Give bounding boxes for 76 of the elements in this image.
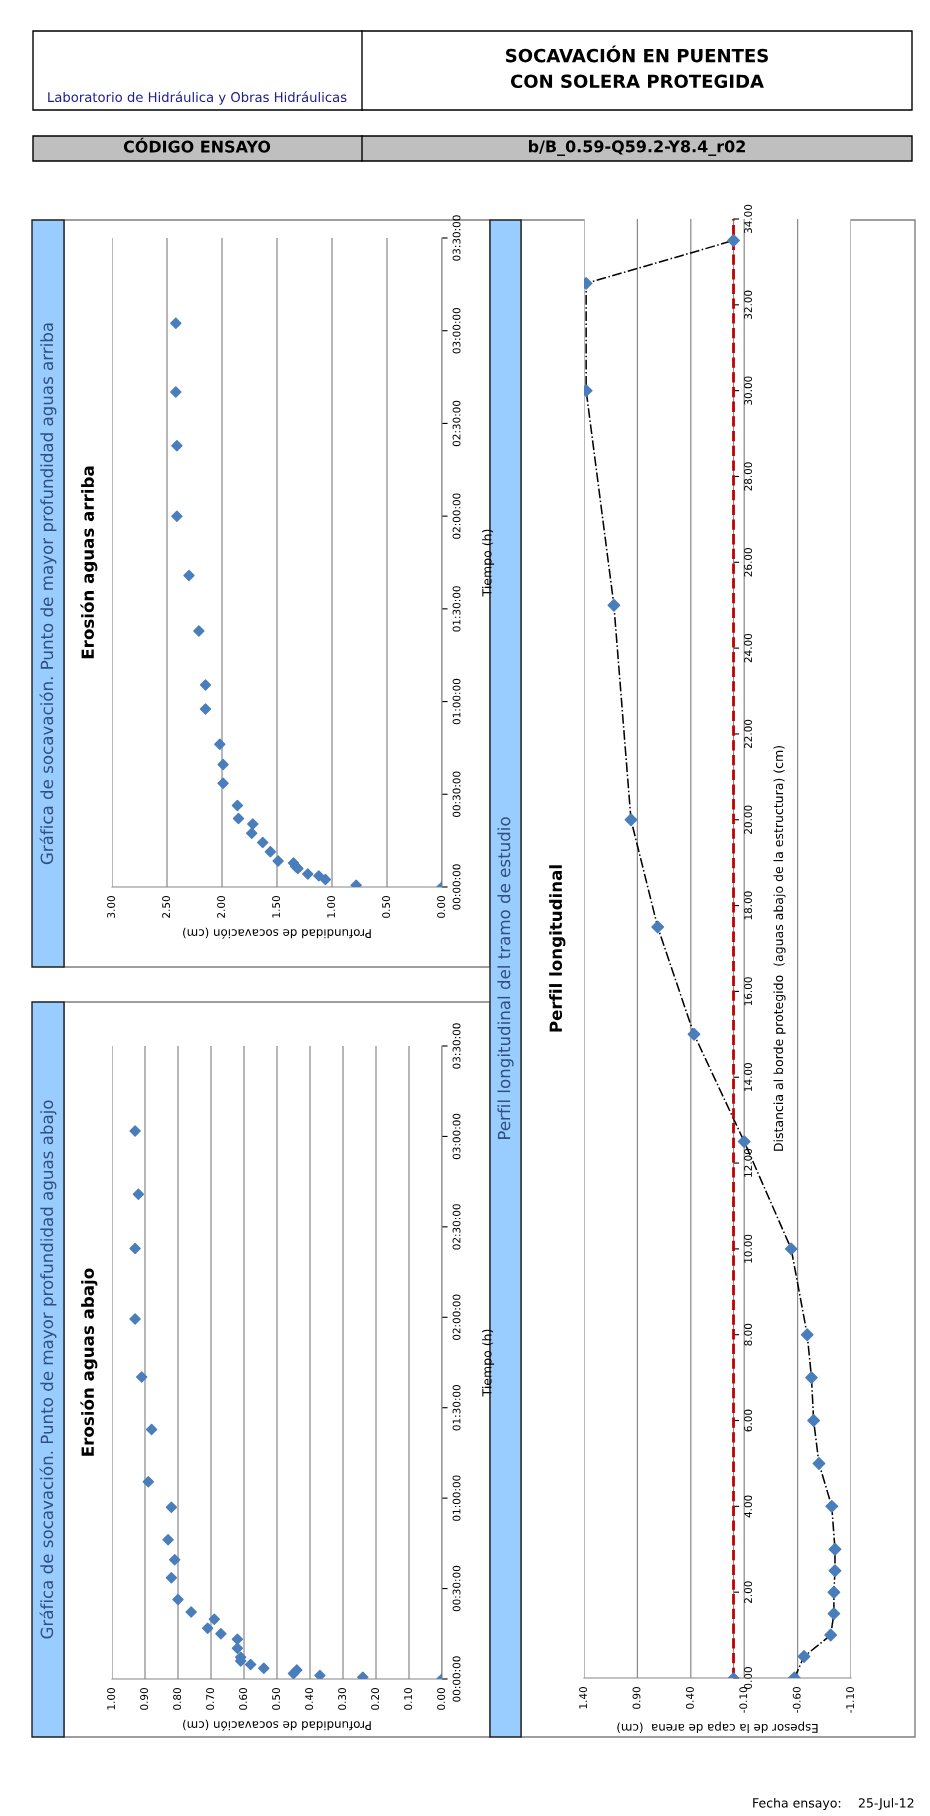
x-tick-label: 0.90: [632, 1687, 641, 1709]
text: Perfil longitudinal: [549, 865, 566, 1032]
y-tick-label: 03:30:00: [452, 1023, 461, 1069]
y-tick-label: 4.00: [744, 1495, 752, 1518]
y-tick-label: 12.00: [744, 1148, 752, 1177]
x-tick-label: 0.50: [272, 1688, 281, 1710]
y-tick-label: 00:30:00: [452, 771, 461, 817]
y-tick-label: 03:00:00: [452, 1113, 461, 1160]
x-tick-label: 0.30: [338, 1688, 347, 1710]
y-tick-label: 6.00: [744, 1409, 752, 1432]
y-tick-label: 24.00: [744, 633, 752, 663]
y-tick-label: 01:30:00: [452, 586, 461, 632]
y-tick-label: 8.00: [744, 1323, 752, 1346]
text: CÓDIGO ENSAYO: [123, 137, 271, 153]
text: b/B_0.59-Q59.2-Y8.4_r02: [529, 140, 745, 156]
x-tick-label: 0.90: [140, 1688, 149, 1710]
y-tick-label: 02:00:00: [452, 493, 461, 539]
x-tick-label: 0.60: [239, 1688, 248, 1710]
y-tick-label: 2.00: [744, 1581, 752, 1604]
y-tick-label: 00:30:00: [452, 1565, 461, 1612]
x-tick-label: 1.50: [272, 896, 281, 918]
y-tick-label: 01:30:00: [452, 1385, 461, 1431]
y-tick-label: 14.00: [744, 1063, 752, 1091]
x-tick-label: 0.50: [382, 896, 391, 918]
y-tick-label: 28.00: [744, 462, 752, 491]
y-tick-label: 01:00:00: [452, 1475, 461, 1521]
y-tick-label: 10.00: [744, 1234, 752, 1263]
x-tick-label: 0.00: [437, 896, 446, 918]
y-tick-label: 22.00: [744, 719, 752, 749]
y-tick-label: 32.00: [744, 290, 752, 319]
x-axis-title: Profundidad de socavación (cm): [183, 927, 371, 939]
text: Laboratorio de Hidráulica y Obras Hidráulicas: [48, 91, 347, 105]
x-tick-label: 0.20: [371, 1688, 380, 1710]
y-axis-title: Tiempo (h): [481, 529, 495, 597]
y-tick-label: 34.00: [744, 204, 752, 234]
x-tick-label: 2.50: [162, 896, 171, 918]
y-tick-label: 00:00:00: [452, 1656, 461, 1702]
x-tick-label: 0.80: [173, 1688, 182, 1710]
text: Erosión aguas arriba: [80, 466, 98, 659]
x-tick-label: 0.00: [437, 1688, 446, 1710]
text: Perfil longitudinal del tramo de estudio: [497, 817, 514, 1139]
x-tick-label: 0.10: [404, 1688, 413, 1710]
x-tick-label: 2.00: [217, 896, 226, 918]
x-axis-title: Profundidad de socavación (cm): [183, 1719, 371, 1731]
x-tick-label: -0.10: [739, 1687, 748, 1713]
x-tick-label: -0.60: [792, 1687, 801, 1713]
y-tick-label: 01:00:00: [452, 678, 461, 725]
y-tick-label: 02:30:00: [452, 400, 461, 447]
y-axis-title: Tiempo (h): [481, 1329, 495, 1397]
x-tick-label: 1.40: [579, 1687, 588, 1709]
text: Gráfica de socavación. Punto de mayor profundidad aguas abajo: [39, 1100, 57, 1639]
y-tick-label: 16.00: [744, 977, 752, 1006]
x-tick-label: -1.10: [846, 1687, 855, 1713]
text: Gráfica de socavación. Punto de mayor profundidad aguas arriba: [39, 323, 57, 865]
x-tick-label: 0.40: [685, 1687, 694, 1709]
y-tick-label: 00:00:00: [452, 864, 461, 910]
y-axis-title: Distancia al borde protegido (aguas abajo de la estructura) (cm): [773, 746, 786, 1151]
x-tick-label: 0.40: [305, 1688, 314, 1710]
y-tick-label: 02:00:00: [452, 1294, 461, 1340]
text: 25-Jul-12: [858, 1797, 914, 1810]
y-tick-label: 26.00: [744, 548, 752, 577]
x-axis-title: Espesor de la capa de arena (cm): [617, 1721, 818, 1734]
y-tick-label: 02:30:00: [452, 1204, 461, 1250]
y-tick-label: 20.00: [744, 805, 752, 834]
x-tick-label: 1.00: [107, 1688, 116, 1710]
y-tick-label: 30.00: [744, 376, 752, 405]
x-tick-label: 0.70: [206, 1688, 215, 1710]
x-tick-label: 1.00: [327, 896, 336, 918]
x-tick-label: 3.00: [107, 896, 116, 918]
text: Fecha ensayo:: [753, 1797, 841, 1811]
y-tick-label: 03:30:00: [452, 215, 461, 261]
y-tick-label: 0.00: [744, 1667, 752, 1689]
text: Erosión aguas abajo: [80, 1268, 98, 1456]
y-tick-label: 18.00: [744, 891, 752, 920]
y-tick-label: 03:00:00: [452, 308, 461, 354]
text: SOCAVACIÓN EN PUENTES CON SOLERA PROTEGIDA: [506, 45, 768, 89]
